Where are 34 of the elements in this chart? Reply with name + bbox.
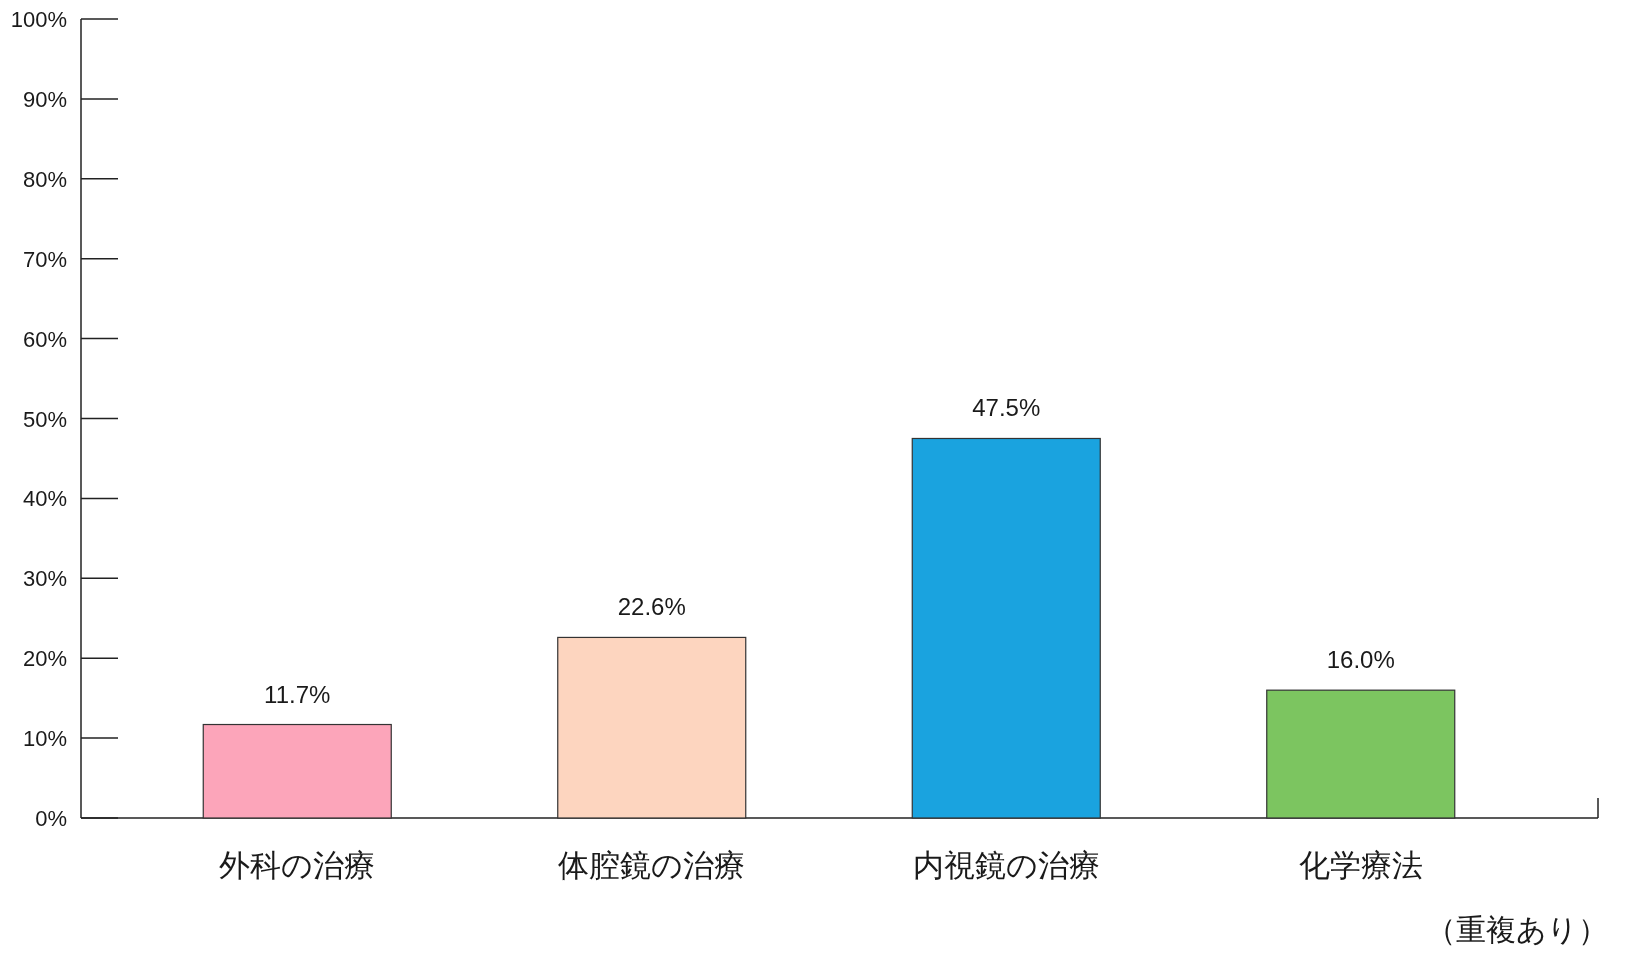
y-tick-label: 40% [22,486,67,512]
y-tick: 90% [22,86,119,112]
x-tick-label: 外科の治療 [219,848,376,883]
data-label: 16.0% [1326,646,1395,674]
bar [202,723,392,819]
y-tick-label: 30% [22,566,67,592]
y-tick-label: 20% [22,646,67,672]
y-tick: 50% [22,406,119,432]
y-tick: 100% [10,7,119,32]
x-tick-label: 化学療法 [1298,848,1423,883]
bar [557,636,747,819]
y-tick-label: 50% [22,406,67,432]
data-label: 22.6% [617,593,686,621]
x-tick-label: 内視鏡の治療 [912,848,1100,883]
data-label: 11.7% [264,680,331,708]
y-tick-label: 90% [22,86,67,112]
y-tick: 70% [22,246,119,272]
x-tick-label: 体腔鏡の治療 [558,848,746,883]
y-tick-label: 100% [10,7,67,32]
y-tick-label: 0% [35,806,67,831]
y-tick: 10% [22,726,119,752]
y-tick-label: 10% [22,726,67,752]
bar [1266,689,1456,819]
y-tick-label: 70% [22,246,67,272]
bar [911,437,1101,819]
y-tick: 40% [22,486,119,512]
y-tick: 80% [22,166,119,192]
text: （重複あり） [1426,913,1608,946]
y-tick-label: 80% [22,166,67,192]
y-tick-label: 60% [22,326,67,352]
y-tick: 60% [22,326,119,352]
y-tick: 30% [22,566,119,592]
y-tick: 20% [22,646,119,672]
data-label: 47.5% [972,394,1041,422]
